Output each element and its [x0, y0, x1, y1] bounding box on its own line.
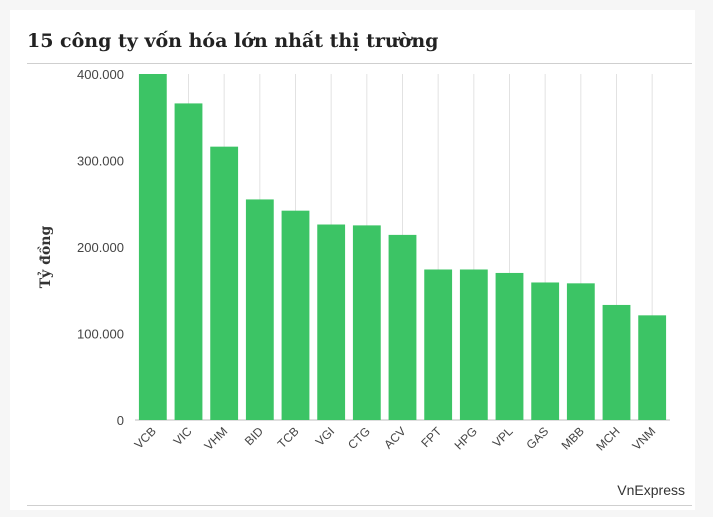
- x-tick-label: VGI: [313, 424, 338, 449]
- bar-fpt: [424, 269, 453, 420]
- x-tick-label: VPL: [490, 424, 516, 450]
- x-tick-label: ACV: [381, 424, 408, 451]
- bar-vcb: [138, 74, 167, 420]
- x-tick-label: BID: [242, 424, 266, 448]
- bar-bid: [245, 199, 274, 420]
- bar-vic: [174, 103, 203, 420]
- y-axis-ticks: 0 100.000 200.000 300.000 400.000: [77, 67, 124, 428]
- bar-acv: [388, 234, 417, 420]
- x-tick-label: VIC: [171, 424, 195, 448]
- y-tick-label: 0: [117, 413, 124, 428]
- bar-vgi: [317, 224, 346, 420]
- y-tick-label: 200.000: [77, 240, 124, 255]
- y-tick-label: 400.000: [77, 67, 124, 82]
- x-tick-label: FPT: [418, 424, 444, 450]
- x-tick-label: VNM: [630, 424, 659, 453]
- y-tick-label: 100.000: [77, 327, 124, 342]
- bottom-divider: [27, 505, 692, 506]
- bar-vhm: [210, 146, 239, 420]
- source-label: VnExpress: [617, 482, 685, 498]
- x-tick-label: VHM: [202, 424, 231, 453]
- x-tick-label: MBB: [559, 424, 587, 452]
- bar-tcb: [281, 210, 310, 420]
- x-tick-label: CTG: [345, 424, 373, 452]
- bar-mch: [602, 304, 631, 420]
- x-tick-label: GAS: [523, 424, 551, 452]
- chart-title: 15 công ty vốn hóa lớn nhất thị trường: [27, 30, 439, 52]
- bar-chart: 0 100.000 200.000 300.000 400.000 VCB VIC VHM B…: [37, 67, 670, 454]
- bar-mbb: [566, 283, 595, 420]
- x-tick-label: TCB: [275, 424, 302, 451]
- bars: [138, 74, 667, 421]
- bar-vpl: [495, 272, 524, 420]
- x-axis-labels: VCB VIC VHM BID TCB VGI CTG ACV FPT HPG VPL GAS MBB M…: [132, 424, 659, 454]
- title-divider: [27, 63, 692, 64]
- x-tick-label: HPG: [452, 424, 480, 452]
- bar-ctg: [352, 225, 381, 421]
- bar-hpg: [459, 269, 488, 420]
- bar-gas: [531, 282, 560, 420]
- x-tick-label: VCB: [132, 424, 159, 451]
- bar-vnm: [638, 315, 667, 420]
- chart-card: 15 công ty vốn hóa lớn nhất thị trường 0…: [10, 10, 695, 510]
- x-tick-label: MCH: [593, 424, 622, 453]
- y-axis-title: Tỷ đồng: [37, 226, 54, 289]
- y-tick-label: 300.000: [77, 154, 124, 169]
